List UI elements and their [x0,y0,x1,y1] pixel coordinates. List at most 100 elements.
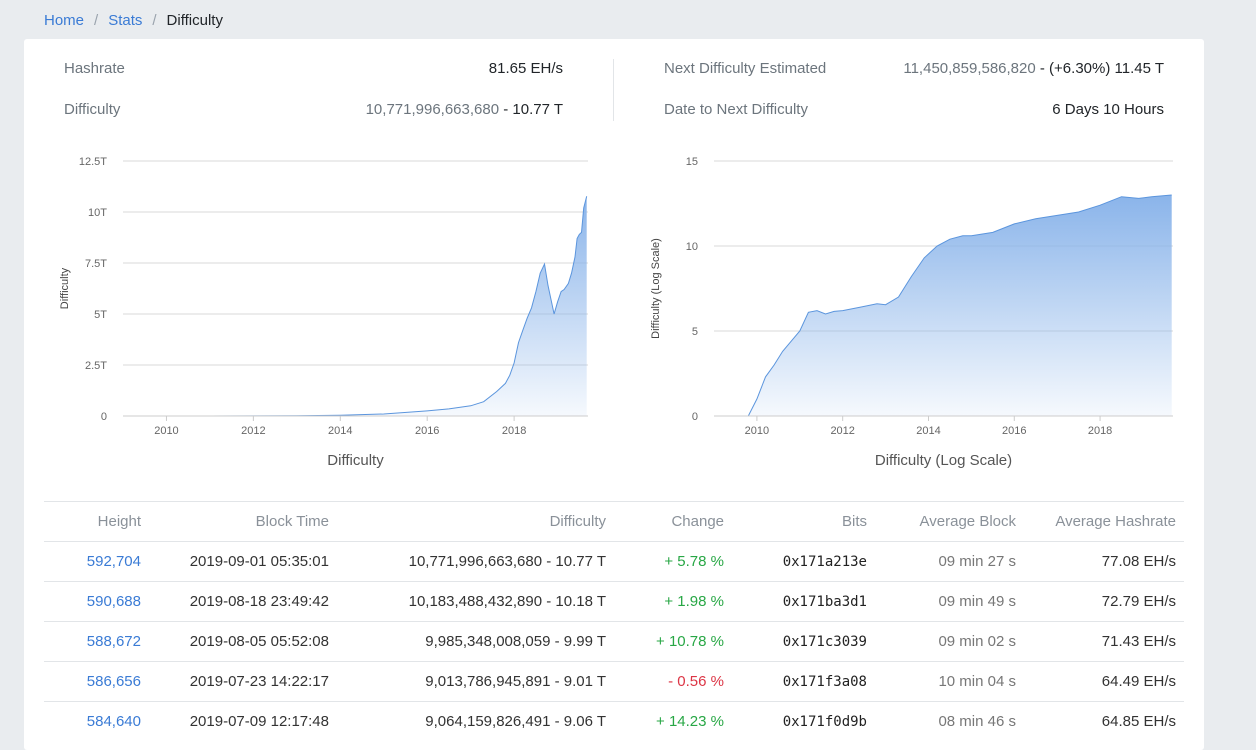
stats-divider [613,59,614,121]
table-row: 586,656 2019-07-23 14:22:17 9,013,786,945,… [44,661,1184,702]
y-tick-label: 5 [692,326,698,338]
height-cell: 588,672 [44,621,149,662]
date-next-label: Date to Next Difficulty [664,101,808,118]
x-tick-label: 2012 [830,425,854,437]
bits-cell: 0x171a213e [732,541,875,582]
change-cell: + 5.78 % [614,541,732,582]
block-time-cell: 2019-09-01 05:35:01 [149,541,337,582]
average-hashrate-cell: 72.79 EH/s [1024,581,1184,622]
table-row: 590,688 2019-08-18 23:49:42 10,183,488,432… [44,581,1184,622]
x-tick-label: 2010 [154,425,178,437]
y-axis-title: Difficulty (Log Scale) [650,238,662,339]
breadcrumb-separator: / [152,12,157,29]
y-tick-label: 15 [686,156,698,168]
average-hashrate-cell: 71.43 EH/s [1024,621,1184,662]
series-area [123,196,587,416]
difficulty-value: 10,771,996,663,680 - 10.77 T [366,101,563,118]
y-tick-label: 0 [692,411,698,423]
x-tick-label: 2012 [241,425,265,437]
average-block-cell: 09 min 27 s [875,541,1024,582]
breadcrumb-separator: / [94,12,99,29]
bits-cell: 0x171f3a08 [732,661,875,702]
breadcrumb-home-link[interactable]: Home [44,12,85,29]
block-time-cell: 2019-08-05 05:52:08 [149,621,337,662]
difficulty-table: Height Block Time Difficulty Change Bits… [44,501,1184,742]
series-area [714,195,1172,416]
difficulty-cell: 10,771,996,663,680 - 10.77 T [337,541,614,582]
average-hashrate-cell: 64.85 EH/s [1024,701,1184,742]
height-link[interactable]: 584,640 [86,713,141,731]
block-time-cell: 2019-07-23 14:22:17 [149,661,337,702]
difficulty-label: Difficulty [64,101,121,118]
breadcrumb: Home / Stats / Difficulty [44,12,223,29]
date-next-value: 6 Days 10 Hours [1052,101,1164,118]
col-average-block[interactable]: Average Block [875,501,1024,542]
col-average-hashrate[interactable]: Average Hashrate [1024,501,1184,542]
change-cell: + 14.23 % [614,701,732,742]
col-height[interactable]: Height [44,501,149,542]
x-axis-title: Difficulty (Log Scale) [875,452,1012,469]
y-tick-label: 2.5T [85,360,107,372]
height-link[interactable]: 586,656 [86,673,141,690]
block-time-cell: 2019-08-18 23:49:42 [149,581,337,622]
height-link[interactable]: 590,688 [86,593,141,610]
height-link[interactable]: 592,704 [86,553,141,570]
x-tick-label: 2014 [916,425,940,437]
average-block-cell: 08 min 46 s [875,701,1024,742]
x-axis-title: Difficulty [327,452,384,469]
difficulty-cell: 10,183,488,432,890 - 10.18 T [337,581,614,622]
x-tick-label: 2016 [415,425,439,437]
hashrate-value: 81.65 EH/s [488,60,563,77]
x-tick-label: 2014 [328,425,352,437]
height-link[interactable]: 588,672 [86,633,141,650]
difficulty-chart[interactable]: 0 2.5T 5T 7.5T 10T 12.5T 2010 2012 2014 2016 2018 D… [24,139,614,479]
col-change[interactable]: Change [614,501,732,542]
y-tick-label: 0 [101,411,107,423]
next-difficulty-full: 11,450,859,586,820 [903,60,1036,77]
y-tick-label: 10 [686,241,698,253]
average-hashrate-cell: 64.49 EH/s [1024,661,1184,702]
x-tick-label: 2010 [745,425,769,437]
bits-cell: 0x171c3039 [732,621,875,662]
difficulty-value-short: - 10.77 T [503,101,563,118]
table-header-row: Height Block Time Difficulty Change Bits… [44,501,1184,542]
height-cell: 586,656 [44,661,149,702]
breadcrumb-stats-link[interactable]: Stats [108,12,143,29]
difficulty-log-chart[interactable]: 0 5 10 15 2010 2012 2014 2016 2018 Difficulty (Lo… [614,139,1204,479]
y-tick-label: 5T [94,309,107,321]
bits-cell: 0x171ba3d1 [732,581,875,622]
change-cell: - 0.56 % [614,661,732,702]
hashrate-label: Hashrate [64,60,125,77]
difficulty-cell: 9,064,159,826,491 - 9.06 T [337,701,614,742]
series-line [714,194,1172,417]
height-cell: 584,640 [44,701,149,742]
difficulty-card: Hashrate 81.65 EH/s Difficulty 10,771,99… [24,39,1204,750]
bits-cell: 0x171f0d9b [732,701,875,742]
table-row: 584,640 2019-07-09 12:17:48 9,064,159,826,… [44,701,1184,742]
col-difficulty[interactable]: Difficulty [337,501,614,542]
height-cell: 590,688 [44,581,149,622]
average-hashrate-cell: 77.08 EH/s [1024,541,1184,582]
change-cell: + 10.78 % [614,621,732,662]
x-tick-label: 2016 [1002,425,1026,437]
difficulty-cell: 9,985,348,008,059 - 9.99 T [337,621,614,662]
x-tick-label: 2018 [502,425,526,437]
breadcrumb-current: Difficulty [166,12,223,29]
next-difficulty-value: 11,450,859,586,820 - (+6.30%) 11.45 T [903,60,1164,77]
col-block-time[interactable]: Block Time [149,501,337,542]
height-cell: 592,704 [44,541,149,582]
y-tick-label: 7.5T [85,258,107,270]
table-row: 588,672 2019-08-05 05:52:08 9,985,348,008,… [44,621,1184,662]
x-tick-label: 2018 [1088,425,1112,437]
col-bits[interactable]: Bits [732,501,875,542]
average-block-cell: 09 min 49 s [875,581,1024,622]
y-tick-label: 12.5T [79,156,107,168]
block-time-cell: 2019-07-09 12:17:48 [149,701,337,742]
average-block-cell: 10 min 04 s [875,661,1024,702]
average-block-cell: 09 min 02 s [875,621,1024,662]
difficulty-cell: 9,013,786,945,891 - 9.01 T [337,661,614,702]
difficulty-value-full: 10,771,996,663,680 [365,101,500,118]
table-body: 592,704 2019-09-01 05:35:01 10,771,996,663… [44,541,1184,742]
next-difficulty-label: Next Difficulty Estimated [664,60,827,77]
next-difficulty-short: - (+6.30%) 11.45 T [1039,60,1164,77]
